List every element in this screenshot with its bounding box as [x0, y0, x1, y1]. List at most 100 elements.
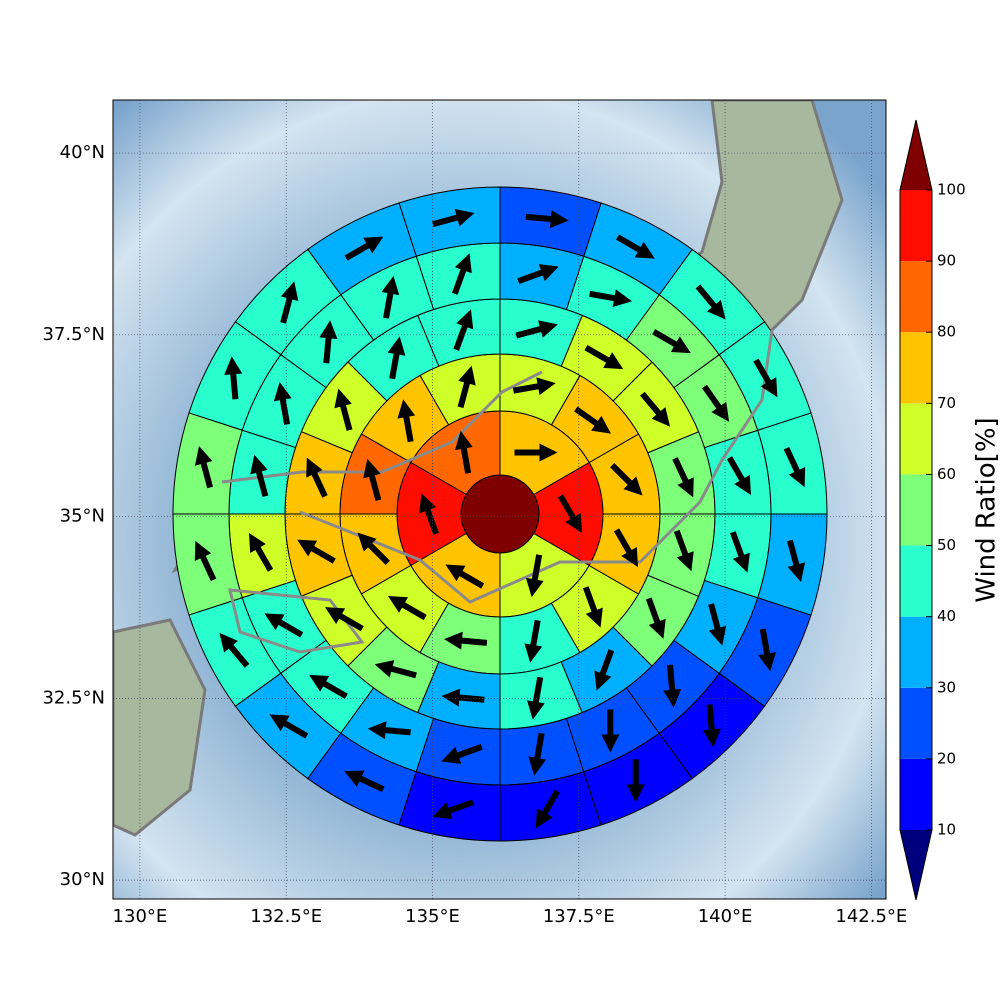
- colorbar-tick-label: 80: [937, 323, 956, 341]
- wind-arrow: [730, 531, 750, 573]
- wind-arrow: [645, 597, 666, 639]
- wind-arrow: [419, 493, 440, 535]
- wind-arrow: [702, 704, 721, 748]
- wind-arrow: [457, 365, 476, 409]
- wind-arrow: [574, 406, 612, 434]
- axes-frame: [112, 99, 887, 900]
- wind-arrow: [601, 709, 620, 753]
- colorbar-bin: [900, 261, 932, 333]
- y-tick-label: 30°N: [60, 869, 105, 890]
- colorbar-tick-label: 90: [937, 252, 956, 270]
- x-tick-label: 142.5°E: [835, 906, 907, 927]
- wind-arrow: [514, 443, 558, 462]
- wind-arrow: [584, 345, 624, 370]
- colorbar-bin: [900, 403, 932, 475]
- wind-arrow: [441, 688, 485, 707]
- colorbar-bin: [900, 332, 932, 404]
- colorbar-tick-label: 30: [937, 678, 956, 696]
- x-tick-label: 132.5°E: [250, 906, 322, 927]
- ticks: 130°E 132.5°E 135°E 137.5°E 140°E 142.5°E 30°N…: [42, 142, 907, 927]
- wind-arrow: [535, 789, 560, 829]
- colorbar-tick-label: 100: [937, 181, 966, 199]
- wind-arrow: [610, 462, 643, 496]
- wind-arrow: [594, 649, 615, 691]
- y-tick-label: 32.5°N: [42, 687, 105, 708]
- wind-arrow: [250, 454, 269, 498]
- colorbar-bin: [900, 474, 932, 546]
- wind-arrow: [515, 320, 558, 339]
- wind-arrow: [306, 457, 328, 498]
- wind-arrow: [589, 289, 632, 308]
- wind-arrow: [194, 445, 214, 489]
- wind-arrow: [224, 356, 243, 400]
- wind-arrow: [264, 613, 304, 638]
- x-tick-label: 140°E: [698, 906, 753, 927]
- colorbar-label: Wind Ratio[%]: [972, 417, 1000, 602]
- wind-arrow: [334, 388, 353, 431]
- wind-arrow: [363, 458, 382, 502]
- wind-arrow: [194, 540, 217, 582]
- wind-arrow: [367, 721, 411, 740]
- colorbar-tick-label: 20: [937, 749, 956, 767]
- wind-arrow: [702, 384, 730, 422]
- wind-arrow: [309, 674, 348, 699]
- y-tick-label: 40°N: [60, 142, 105, 163]
- wind-arrow: [444, 631, 488, 650]
- wind-arrow: [280, 281, 299, 324]
- wind-arrow: [626, 759, 645, 803]
- colorbar-tick-label: 10: [937, 821, 956, 839]
- colorbar-tick-label: 60: [937, 465, 956, 483]
- wind-arrow: [640, 391, 671, 427]
- wind-arrow: [219, 632, 250, 668]
- wind-arrow: [432, 208, 475, 228]
- colorbar-under: [900, 830, 932, 900]
- wind-arrow: [319, 320, 338, 364]
- y-tick-label: 35°N: [60, 506, 105, 527]
- wind-arrow: [445, 564, 485, 589]
- wind-arrow: [381, 275, 400, 319]
- wind-arrow: [783, 446, 806, 488]
- y-tick-label: 37.5°N: [42, 324, 105, 345]
- wind-arrow: [387, 336, 406, 380]
- wind-arrow: [528, 732, 547, 776]
- sector-cell: [757, 513, 828, 616]
- wind-arrow: [672, 457, 694, 498]
- wind-arrow: [397, 399, 416, 443]
- wind-arrow: [695, 284, 726, 320]
- polar-grid: [172, 186, 828, 842]
- colorbar-tick-label: 50: [937, 536, 956, 554]
- wind-arrow: [453, 309, 474, 351]
- wind-arrow: [726, 456, 752, 496]
- coastline: [221, 329, 774, 654]
- wind-arrow: [708, 603, 727, 646]
- wind-arrow: [432, 799, 474, 820]
- wind-arrow: [451, 253, 472, 295]
- wind-arrow: [387, 595, 427, 621]
- wind-arrow: [663, 664, 682, 708]
- wind-arrows: [194, 208, 806, 829]
- wind-arrow: [673, 529, 694, 572]
- colorbar-bin: [900, 545, 932, 617]
- colorbar-tick-label: 40: [937, 607, 956, 625]
- colorbar-over: [900, 120, 932, 190]
- wind-arrow: [557, 494, 582, 534]
- colorbar-bin: [900, 616, 932, 688]
- wind-arrow: [269, 714, 309, 739]
- wind-arrow: [441, 744, 483, 764]
- wind-arrow: [325, 607, 364, 632]
- wind-arrow: [525, 554, 544, 598]
- wind-arrow: [524, 619, 543, 663]
- colorbar-bin: [900, 758, 932, 830]
- wind-arrow: [517, 264, 559, 284]
- colorbar-bin: [900, 190, 932, 262]
- wind-arrow: [582, 586, 603, 628]
- wind-arrow: [786, 539, 806, 583]
- colorbar: 10 20 30 40 50 60 70 80 90 100: [899, 119, 966, 901]
- wind-arrow: [374, 660, 417, 679]
- wind-arrow: [297, 539, 336, 564]
- x-tick-label: 130°E: [113, 906, 168, 927]
- wind-arrow: [616, 234, 655, 259]
- wind-arrow: [613, 528, 639, 568]
- wind-arrow: [758, 628, 776, 672]
